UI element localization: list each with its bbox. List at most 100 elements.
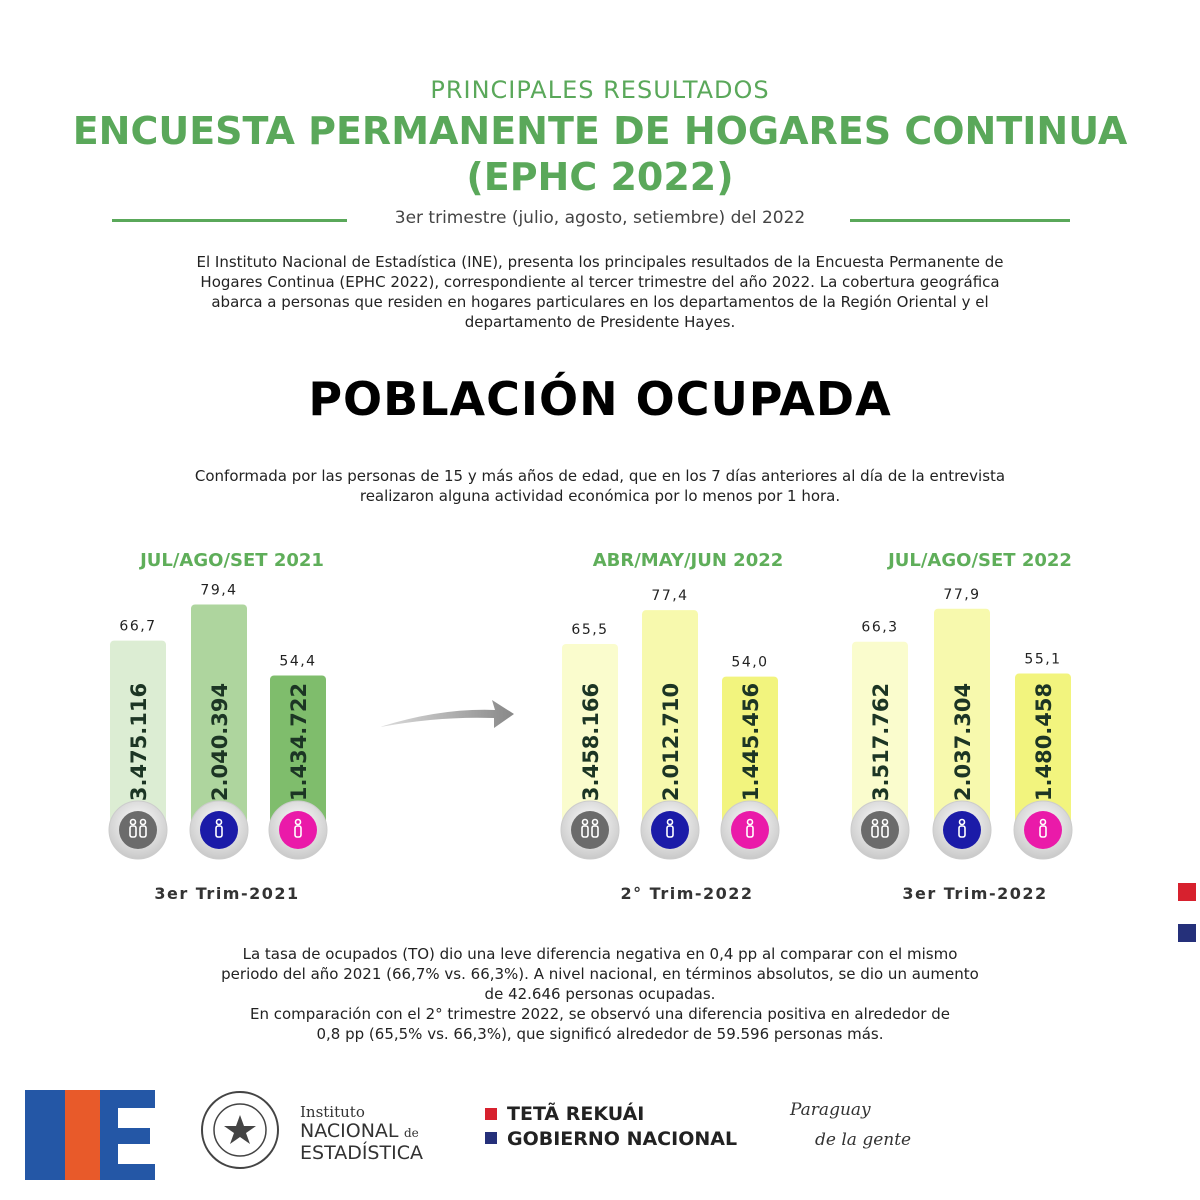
icon [861,811,899,849]
value-label: 54,0 [731,655,768,671]
value-label: 65,5 [571,622,608,638]
seal [201,1091,279,1169]
value-label: 77,4 [651,588,688,604]
icon-glyph [666,818,674,838]
summary-line: En comparación con el 2° trimestre 2022,… [250,1005,950,1023]
count-label: 1.445.456 [739,683,763,801]
value-label: 77,9 [943,587,980,603]
glyph-body [581,825,589,838]
glyph-head [1039,818,1047,826]
value-label: 55,1 [1024,652,1061,668]
count-label: 1.434.722 [287,683,311,801]
section-title: POBLACIÓN OCUPADA [308,372,892,426]
count-label: 2.040.394 [208,683,232,801]
icon-glyph [129,818,147,838]
glyph-head [129,818,137,826]
glyph-head [591,818,599,826]
count-label: 1.480.458 [1032,683,1056,801]
ine-small: Instituto [300,1103,365,1121]
bar [722,676,778,830]
title-line: (EPHC 2022) [466,155,734,199]
value-label: 66,7 [119,619,156,635]
definition: Conformada por las personas de 15 y más … [0,466,1200,506]
x-label: 3er Trim-2022 [902,884,1047,903]
count-label: 3.475.116 [127,683,151,801]
title-line: ENCUESTA PERMANENTE DE HOGARES CONTINUA [72,109,1128,153]
glyph-body [129,825,137,838]
icon-glyph [871,818,889,838]
intro-line: El Instituto Nacional de Estadística (IN… [196,253,1004,271]
arrow [380,700,514,728]
icon-glyph [294,818,302,838]
glyph-body [666,825,674,838]
group-title: ABR/MAY/JUN 2022 [593,550,784,571]
icon [279,811,317,849]
x-label: 2° Trim-2022 [620,884,753,903]
glyph-head [666,818,674,826]
glyph-head [746,818,754,826]
kicker: PRINCIPALES RESULTADOS [430,76,770,104]
icon [1024,811,1062,849]
gov: TETÃ REKUÁI [507,1101,644,1125]
bullet-blue [485,1132,497,1144]
icon [200,811,238,849]
bar [852,641,908,830]
ine-logo [25,1090,155,1180]
icon-glyph [746,818,754,838]
definition-line: Conformada por las personas de 15 y más … [194,467,1006,485]
group-title: JUL/AGO/SET 2022 [886,550,1072,571]
bullet-red [485,1108,497,1120]
bar [110,640,166,830]
count-label: 2.037.304 [951,683,975,801]
icon [731,811,769,849]
glyph-head [871,818,879,826]
summary-line: periodo del año 2021 (66,7% vs. 66,3%). … [221,965,979,983]
rule [112,219,347,222]
glyph-body [139,825,147,838]
icon [651,811,689,849]
bar [642,610,698,830]
glyph-body [746,825,754,838]
bar [191,604,247,830]
intro-line: departamento de Presidente Hayes. [464,313,736,331]
icon-glyph [1039,818,1047,838]
definition-line: realizaron alguna actividad económica po… [359,487,841,505]
icon [571,811,609,849]
ine-name: NACIONAL [300,1120,399,1142]
value-label: 66,3 [861,620,898,636]
value-label: 79,4 [200,583,237,599]
x-label: 3er Trim-2021 [154,884,299,903]
title: ENCUESTA PERMANENTE DE HOGARES CONTINUA … [0,108,1200,200]
period: 3er trimestre (julio, agosto, setiembre)… [394,208,806,228]
ine-name: ESTADÍSTICA [300,1141,423,1164]
glyph-head [215,818,223,826]
count-label: 2.012.710 [659,683,683,801]
bar [934,608,990,830]
icon-glyph [215,818,223,838]
group-title: JUL/AGO/SET 2021 [138,550,324,571]
glyph-head [958,818,966,826]
glyph-body [881,825,889,838]
icon-glyph [581,818,599,838]
ine-name: de [404,1126,419,1140]
slogan: Paraguay [789,1100,871,1120]
summary-line: 0,8 pp (65,5% vs. 66,3%), que significó … [316,1025,884,1043]
glyph-body [294,825,302,838]
glyph-body [1039,825,1047,838]
bar [562,643,618,830]
icon-glyph [958,818,966,838]
intro: El Instituto Nacional de Estadística (IN… [0,252,1200,332]
rule [850,219,1070,222]
glyph-head [139,818,147,826]
count-label: 3.458.166 [579,683,603,801]
gov: GOBIERNO NACIONAL [507,1128,737,1150]
glyph-head [581,818,589,826]
value-label: 54,4 [279,654,316,670]
bar [270,675,326,830]
slogan: de la gente [815,1130,911,1150]
summary-line: La tasa de ocupados (TO) dio una leve di… [242,945,958,963]
glyph-body [958,825,966,838]
glyph-body [591,825,599,838]
